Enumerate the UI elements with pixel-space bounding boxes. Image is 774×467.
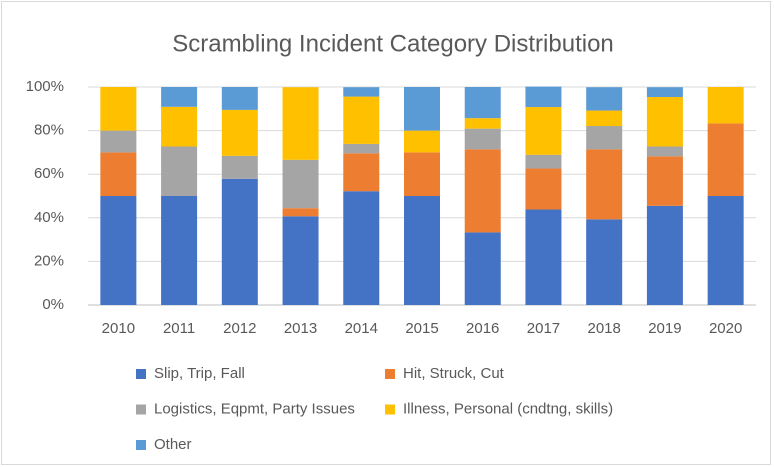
x-tick-label: 2013 (284, 320, 317, 337)
bar-segment (464, 149, 501, 233)
bar-segment (221, 109, 258, 156)
bar-segment (464, 128, 501, 150)
x-tick-label: 2018 (587, 320, 620, 337)
bar-segment (161, 87, 198, 107)
legend-swatch (136, 440, 146, 450)
bar-segment (282, 87, 319, 160)
bar-segment (707, 123, 744, 196)
bar-segment (464, 118, 501, 129)
bar-segment (221, 178, 258, 305)
bar-segment (707, 87, 744, 124)
legend-swatch (385, 369, 395, 379)
y-tick-label: 100% (26, 78, 64, 95)
bar-segment (100, 130, 137, 153)
x-tick-label: 2019 (648, 320, 681, 337)
x-tick-label: 2012 (223, 320, 256, 337)
bar-segment (343, 191, 380, 305)
y-tick-label: 60% (34, 165, 64, 182)
bar-segment (161, 146, 198, 196)
bar-segment (586, 110, 623, 127)
bar-segment (586, 126, 623, 150)
bar-segment (404, 196, 440, 305)
bar-segment (100, 196, 137, 305)
bar-segment (646, 97, 683, 147)
y-tick-label: 0% (42, 296, 64, 313)
bar-segment (282, 159, 319, 209)
y-tick-label: 80% (34, 122, 64, 139)
x-tick-label: 2011 (163, 320, 195, 337)
bar-segment (404, 130, 440, 153)
bar-segment (525, 209, 562, 305)
bar-segment (221, 155, 258, 179)
bar-segment (282, 208, 319, 217)
y-tick-label: 40% (34, 209, 64, 226)
x-tick-label: 2017 (527, 320, 560, 337)
x-tick-label: 2014 (345, 320, 378, 337)
x-tick-label: 2016 (466, 320, 499, 337)
legend-label: Illness, Personal (cndtng, skills) (403, 400, 613, 417)
bar-segment (343, 87, 380, 97)
bar-segment (646, 87, 683, 98)
bar-segment (161, 106, 198, 147)
bar-segment (525, 168, 562, 210)
bar-segment (343, 96, 380, 144)
x-tick-label: 2015 (405, 320, 438, 337)
chart-title: Scrambling Incident Category Distributio… (172, 30, 614, 57)
bar-segment (404, 152, 440, 196)
bar-segment (525, 86, 562, 108)
bar-segment (404, 87, 440, 131)
bar-segment (343, 153, 380, 192)
x-tick-label: 2010 (102, 320, 135, 337)
bar-segment (586, 87, 623, 111)
legend-swatch (136, 369, 146, 379)
legend-swatch (136, 404, 146, 415)
bar-segment (646, 156, 683, 206)
bar-segment (100, 87, 137, 131)
legend-label: Hit, Struck, Cut (403, 365, 505, 382)
bar-segment (525, 107, 562, 155)
bar-segment (100, 152, 137, 196)
bar-segment (282, 216, 319, 305)
bar-segment (464, 232, 501, 305)
legend-label: Other (154, 436, 192, 453)
bar-segment (464, 87, 501, 119)
bar-segment (525, 154, 562, 169)
bar-segment (646, 205, 683, 305)
bar-segment (586, 149, 623, 220)
legend-label: Slip, Trip, Fall (154, 365, 245, 382)
bar-segment (161, 196, 198, 305)
bar-segment (586, 219, 623, 305)
y-tick-label: 20% (34, 252, 64, 269)
legend-swatch (385, 404, 395, 415)
bar-segment (707, 196, 744, 305)
legend-label: Logistics, Eqpmt, Party Issues (154, 400, 355, 417)
bar-segment (646, 146, 683, 157)
bar-segment (221, 87, 258, 110)
x-tick-label: 2020 (709, 320, 742, 337)
bar-segment (343, 143, 380, 154)
